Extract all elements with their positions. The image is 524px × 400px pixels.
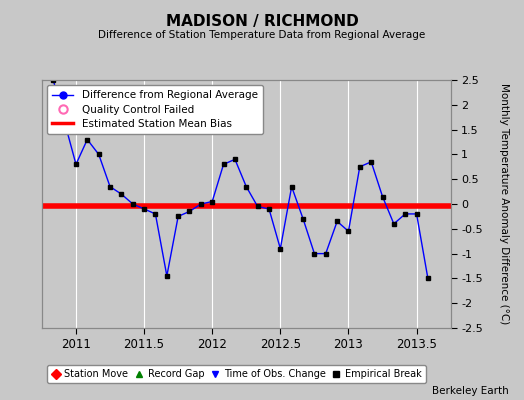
Legend: Station Move, Record Gap, Time of Obs. Change, Empirical Break: Station Move, Record Gap, Time of Obs. C… xyxy=(47,365,426,383)
Text: Difference of Station Temperature Data from Regional Average: Difference of Station Temperature Data f… xyxy=(99,30,425,40)
Text: MADISON / RICHMOND: MADISON / RICHMOND xyxy=(166,14,358,29)
Text: Berkeley Earth: Berkeley Earth xyxy=(432,386,508,396)
Y-axis label: Monthly Temperature Anomaly Difference (°C): Monthly Temperature Anomaly Difference (… xyxy=(499,83,509,325)
